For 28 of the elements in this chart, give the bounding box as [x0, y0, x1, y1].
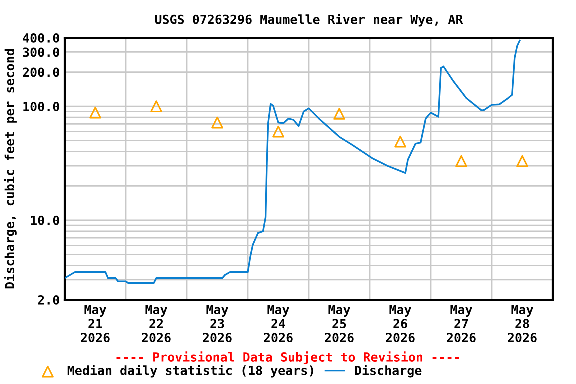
y-tick-label: 10.0 [31, 216, 60, 226]
y-tick-label: 400.0 [23, 33, 60, 43]
legend-label: Discharge [355, 364, 422, 378]
x-tick-label: May 27 2026 [447, 305, 476, 343]
x-tick-label: May 23 2026 [203, 305, 232, 343]
legend-label: Median daily statistic (18 years) [68, 364, 314, 378]
x-tick-label: May 25 2026 [325, 305, 354, 343]
point [456, 155, 468, 168]
y-axis-title: Discharge, cubic feet per second [4, 50, 17, 289]
line-series [65, 40, 521, 284]
x-tick-label: May 26 2026 [386, 305, 415, 343]
point [334, 108, 346, 120]
x-tick-label: May 24 2026 [264, 305, 293, 343]
point [394, 136, 406, 148]
point [516, 155, 528, 168]
y-tick-label: 2.0 [38, 295, 60, 305]
text: ---- Provisional Data Subject to Revision ---- [116, 352, 460, 364]
x-tick-label: May 28 2026 [508, 305, 537, 343]
y-tick-label: 200.0 [23, 68, 60, 78]
point [212, 116, 224, 129]
x-tick-label: May 22 2026 [142, 305, 171, 343]
point [272, 126, 284, 138]
y-tick-label: 300.0 [23, 48, 60, 58]
point [150, 100, 162, 112]
x-tick-label: May 21 2026 [81, 305, 110, 343]
chart-title: USGS 07263296 Maumelle River near Wye, AR [155, 14, 464, 27]
point [90, 106, 102, 119]
y-tick-label: 100.0 [24, 102, 60, 112]
